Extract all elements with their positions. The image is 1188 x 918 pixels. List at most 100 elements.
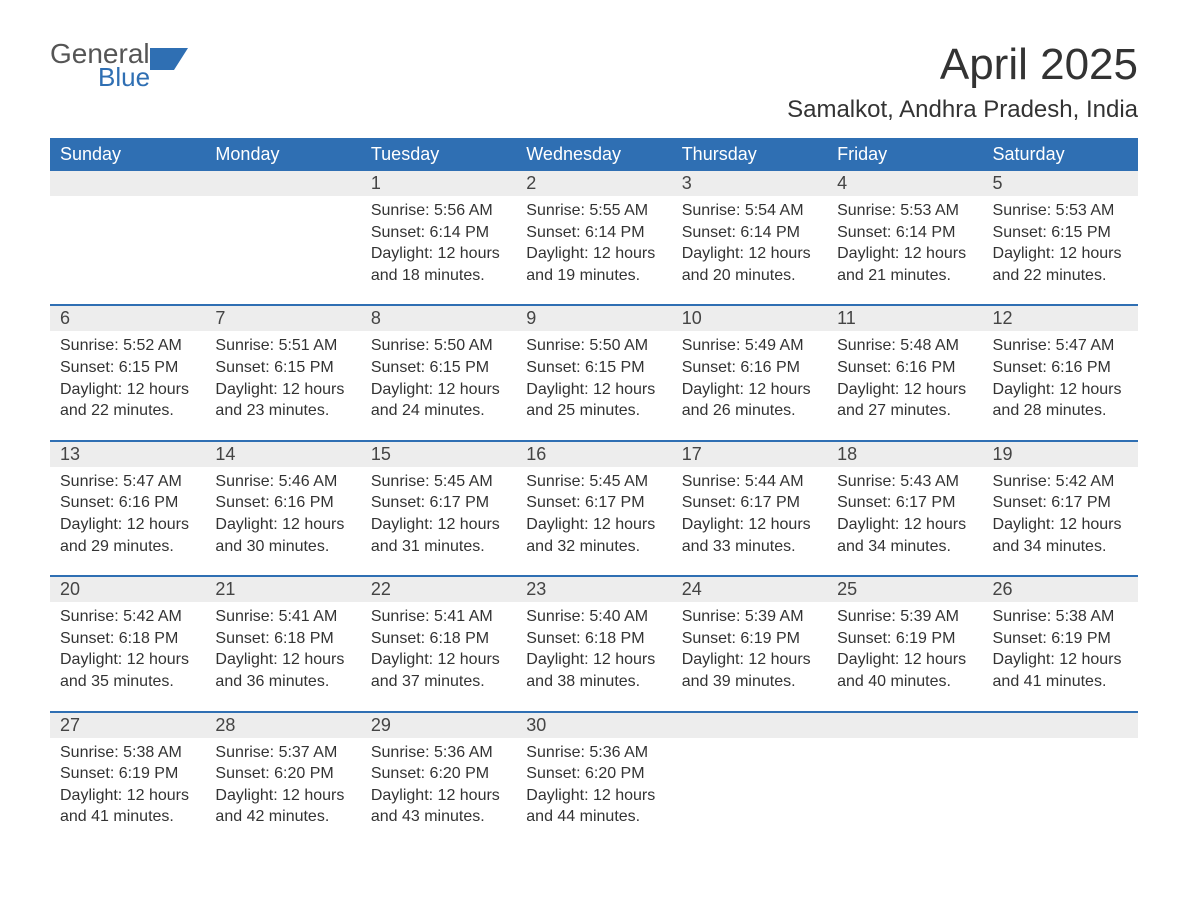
sunset-text: Sunset: 6:19 PM [993,628,1128,650]
daylight-text: and 38 minutes. [526,671,661,693]
sunrise-text: Sunrise: 5:39 AM [837,606,972,628]
day-content-row: Sunrise: 5:38 AMSunset: 6:19 PMDaylight:… [50,738,1138,846]
day-number-cell: 22 [361,576,516,602]
daylight-text: Daylight: 12 hours [215,514,350,536]
daylight-text: and 34 minutes. [993,536,1128,558]
daylight-text: Daylight: 12 hours [215,649,350,671]
sunrise-text: Sunrise: 5:54 AM [682,200,817,222]
weekday-header: Sunday [50,138,205,171]
sunrise-text: Sunrise: 5:47 AM [60,471,195,493]
daylight-text: Daylight: 12 hours [215,785,350,807]
day-number-cell: 7 [205,305,360,331]
weekday-header: Tuesday [361,138,516,171]
sunrise-text: Sunrise: 5:36 AM [526,742,661,764]
day-content-cell [827,738,982,846]
daylight-text: Daylight: 12 hours [60,379,195,401]
daylight-text: Daylight: 12 hours [682,649,817,671]
daylight-text: and 37 minutes. [371,671,506,693]
day-number-cell: 4 [827,171,982,196]
daylight-text: Daylight: 12 hours [526,243,661,265]
sunset-text: Sunset: 6:17 PM [993,492,1128,514]
daylight-text: and 39 minutes. [682,671,817,693]
day-content-cell: Sunrise: 5:49 AMSunset: 6:16 PMDaylight:… [672,331,827,440]
daylight-text: and 35 minutes. [60,671,195,693]
day-content-cell: Sunrise: 5:38 AMSunset: 6:19 PMDaylight:… [983,602,1138,711]
day-number-cell: 10 [672,305,827,331]
daylight-text: Daylight: 12 hours [682,243,817,265]
daylight-text: Daylight: 12 hours [993,649,1128,671]
daylight-text: Daylight: 12 hours [371,514,506,536]
daylight-text: Daylight: 12 hours [371,243,506,265]
day-content-cell: Sunrise: 5:47 AMSunset: 6:16 PMDaylight:… [50,467,205,576]
sunset-text: Sunset: 6:18 PM [60,628,195,650]
day-number-cell: 13 [50,441,205,467]
sunrise-text: Sunrise: 5:55 AM [526,200,661,222]
daylight-text: and 19 minutes. [526,265,661,287]
sunrise-text: Sunrise: 5:45 AM [371,471,506,493]
day-number-row: 12345 [50,171,1138,196]
day-content-cell [50,196,205,305]
sunset-text: Sunset: 6:17 PM [682,492,817,514]
daylight-text: and 36 minutes. [215,671,350,693]
sunrise-text: Sunrise: 5:49 AM [682,335,817,357]
day-number-cell [205,171,360,196]
day-content-cell: Sunrise: 5:38 AMSunset: 6:19 PMDaylight:… [50,738,205,846]
daylight-text: Daylight: 12 hours [993,243,1128,265]
daylight-text: Daylight: 12 hours [526,379,661,401]
day-number-cell: 24 [672,576,827,602]
day-content-cell: Sunrise: 5:48 AMSunset: 6:16 PMDaylight:… [827,331,982,440]
sunrise-text: Sunrise: 5:38 AM [993,606,1128,628]
daylight-text: Daylight: 12 hours [837,379,972,401]
day-content-cell [983,738,1138,846]
day-number-cell: 2 [516,171,671,196]
day-content-cell: Sunrise: 5:47 AMSunset: 6:16 PMDaylight:… [983,331,1138,440]
day-number-cell: 12 [983,305,1138,331]
daylight-text: Daylight: 12 hours [60,785,195,807]
weekday-header: Thursday [672,138,827,171]
sunset-text: Sunset: 6:17 PM [371,492,506,514]
month-title: April 2025 [787,40,1138,90]
sunrise-text: Sunrise: 5:50 AM [371,335,506,357]
daylight-text: Daylight: 12 hours [371,649,506,671]
day-content-cell: Sunrise: 5:56 AMSunset: 6:14 PMDaylight:… [361,196,516,305]
sunset-text: Sunset: 6:16 PM [215,492,350,514]
day-number-row: 20212223242526 [50,576,1138,602]
weekday-header: Friday [827,138,982,171]
sunrise-text: Sunrise: 5:41 AM [371,606,506,628]
sunset-text: Sunset: 6:15 PM [215,357,350,379]
sunrise-text: Sunrise: 5:39 AM [682,606,817,628]
day-content-cell [205,196,360,305]
sunset-text: Sunset: 6:16 PM [837,357,972,379]
day-number-row: 27282930 [50,712,1138,738]
weekday-header: Wednesday [516,138,671,171]
sunrise-text: Sunrise: 5:46 AM [215,471,350,493]
sunset-text: Sunset: 6:15 PM [993,222,1128,244]
sunrise-text: Sunrise: 5:48 AM [837,335,972,357]
brand-logo: General Blue [50,40,188,90]
day-content-cell: Sunrise: 5:41 AMSunset: 6:18 PMDaylight:… [205,602,360,711]
daylight-text: Daylight: 12 hours [837,514,972,536]
day-content-row: Sunrise: 5:56 AMSunset: 6:14 PMDaylight:… [50,196,1138,305]
day-content-row: Sunrise: 5:52 AMSunset: 6:15 PMDaylight:… [50,331,1138,440]
day-content-cell: Sunrise: 5:52 AMSunset: 6:15 PMDaylight:… [50,331,205,440]
sunset-text: Sunset: 6:17 PM [526,492,661,514]
sunrise-text: Sunrise: 5:36 AM [371,742,506,764]
day-content-cell: Sunrise: 5:45 AMSunset: 6:17 PMDaylight:… [516,467,671,576]
daylight-text: and 43 minutes. [371,806,506,828]
brand-line2: Blue [98,64,150,90]
day-number-cell: 17 [672,441,827,467]
day-number-cell: 28 [205,712,360,738]
day-number-cell: 6 [50,305,205,331]
day-number-cell: 30 [516,712,671,738]
daylight-text: and 42 minutes. [215,806,350,828]
daylight-text: Daylight: 12 hours [371,379,506,401]
day-number-cell: 16 [516,441,671,467]
daylight-text: and 32 minutes. [526,536,661,558]
daylight-text: and 41 minutes. [60,806,195,828]
sunrise-text: Sunrise: 5:51 AM [215,335,350,357]
day-number-row: 13141516171819 [50,441,1138,467]
daylight-text: and 24 minutes. [371,400,506,422]
day-number-cell: 18 [827,441,982,467]
sunset-text: Sunset: 6:14 PM [837,222,972,244]
day-content-cell: Sunrise: 5:37 AMSunset: 6:20 PMDaylight:… [205,738,360,846]
